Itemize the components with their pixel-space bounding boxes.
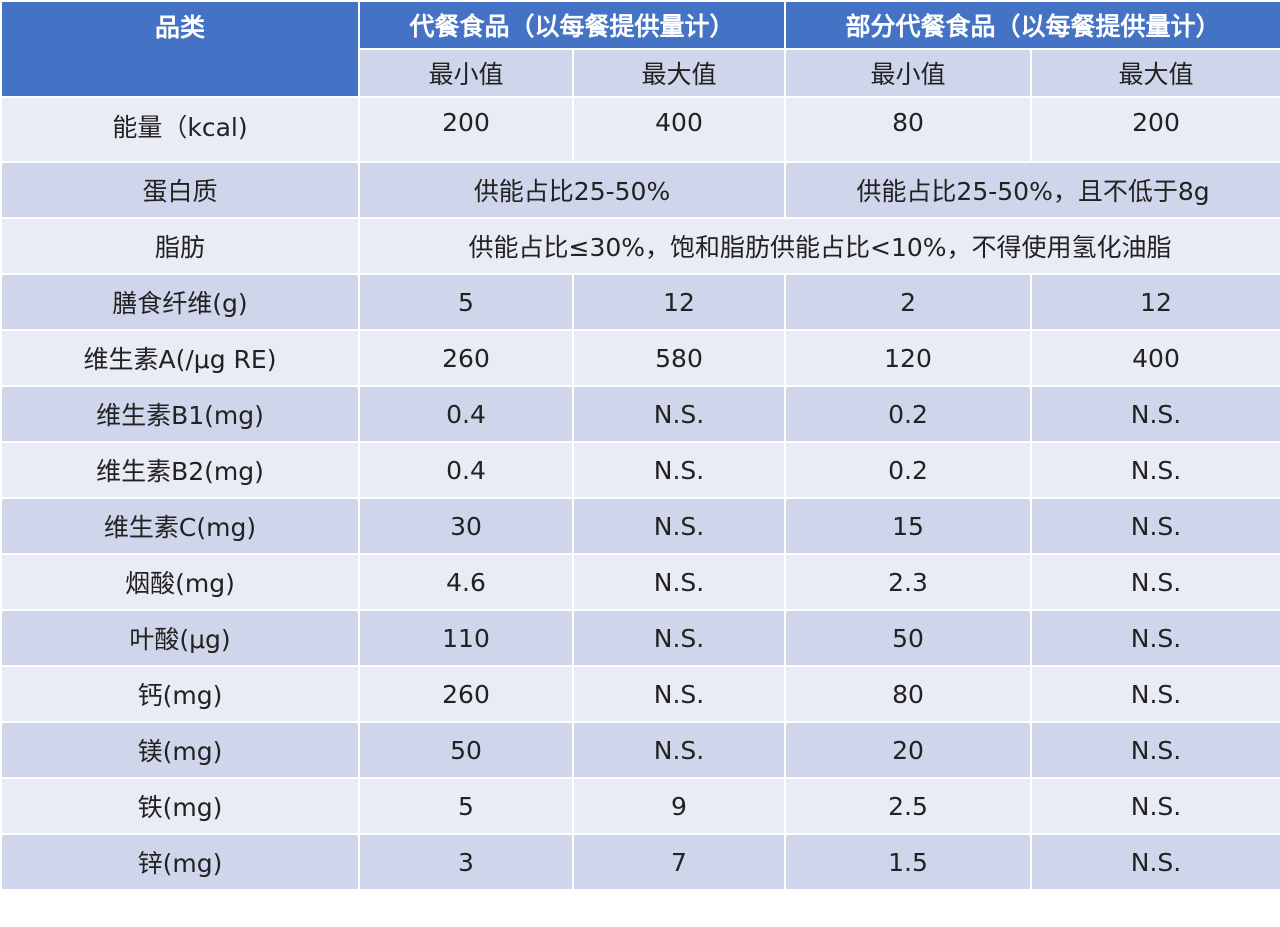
- value-cell: 0.4: [358, 385, 574, 443]
- value-cell: 12: [1030, 273, 1280, 331]
- row-label: 镁(mg): [0, 721, 360, 779]
- row-label: 锌(mg): [0, 833, 360, 891]
- value-cell: 7: [571, 833, 787, 891]
- value-cell: 15: [784, 497, 1033, 555]
- value-cell: 9: [571, 777, 787, 835]
- value-cell: 400: [571, 96, 787, 163]
- value-cell: N.S.: [1030, 497, 1280, 555]
- header-cell: 部分代餐食品（以每餐提供量计）: [784, 0, 1280, 50]
- value-cell: 1.5: [784, 833, 1033, 891]
- row-label: 烟酸(mg): [0, 553, 360, 611]
- value-cell: 12: [571, 273, 787, 331]
- value-cell: 80: [784, 665, 1033, 723]
- row-label: 铁(mg): [0, 777, 360, 835]
- subheader-cell: 最小值: [358, 48, 574, 98]
- value-cell: N.S.: [571, 385, 787, 443]
- header-cell: 品类: [0, 0, 360, 98]
- value-cell: 供能占比25-50%，且不低于8g: [784, 161, 1280, 219]
- value-cell: 400: [1030, 329, 1280, 387]
- value-cell: N.S.: [571, 609, 787, 667]
- table-row: 膳食纤维(g) 5 12 2 12: [0, 273, 1280, 331]
- value-cell: N.S.: [571, 497, 787, 555]
- value-cell: N.S.: [1030, 441, 1280, 499]
- value-cell: N.S.: [1030, 385, 1280, 443]
- value-cell: 5: [358, 273, 574, 331]
- table-body: 能量（kcal) 200 400 80 200 蛋白质 供能占比25-50% 供能占比25-5…: [0, 96, 1280, 891]
- value-cell: 110: [358, 609, 574, 667]
- value-cell: 50: [358, 721, 574, 779]
- value-cell: 50: [784, 609, 1033, 667]
- header-cell: 代餐食品（以每餐提供量计）: [357, 0, 787, 50]
- table-row: 维生素C(mg) 30 N.S. 15 N.S.: [0, 497, 1280, 555]
- value-cell: 80: [784, 96, 1033, 163]
- value-cell: 2.5: [784, 777, 1033, 835]
- value-cell: 200: [1030, 96, 1280, 163]
- value-cell: 120: [784, 329, 1033, 387]
- row-label: 维生素A(/μg RE): [0, 329, 360, 387]
- table-row: 能量（kcal) 200 400 80 200: [0, 96, 1280, 163]
- table-row: 烟酸(mg) 4.6 N.S. 2.3 N.S.: [0, 553, 1280, 611]
- table-row: 蛋白质 供能占比25-50% 供能占比25-50%，且不低于8g: [0, 161, 1280, 219]
- value-cell: N.S.: [1030, 721, 1280, 779]
- value-cell: 20: [784, 721, 1033, 779]
- subheader-cell: 最小值: [784, 48, 1033, 98]
- row-label: 维生素C(mg): [0, 497, 360, 555]
- row-label: 脂肪: [0, 217, 360, 275]
- value-cell: 260: [358, 329, 574, 387]
- nutrition-table: 品类 代餐食品（以每餐提供量计） 部分代餐食品（以每餐提供量计） 最小值 最大值…: [0, 0, 1280, 891]
- subheader-row: 最小值 最大值 最小值 最大值: [1, 48, 1280, 98]
- table-row: 镁(mg) 50 N.S. 20 N.S.: [0, 721, 1280, 779]
- value-cell: 260: [358, 665, 574, 723]
- value-cell: N.S.: [1030, 777, 1280, 835]
- value-cell: N.S.: [571, 665, 787, 723]
- value-cell: 30: [358, 497, 574, 555]
- table-row: 铁(mg) 5 9 2.5 N.S.: [0, 777, 1280, 835]
- table-row: 维生素B1(mg) 0.4 N.S. 0.2 N.S.: [0, 385, 1280, 443]
- value-cell: N.S.: [571, 553, 787, 611]
- value-cell: 供能占比25-50%: [357, 161, 787, 219]
- row-label: 能量（kcal): [0, 96, 360, 163]
- value-cell: 0.2: [784, 385, 1033, 443]
- table-row: 脂肪 供能占比≤30%，饱和脂肪供能占比<10%，不得使用氢化油脂: [0, 217, 1280, 275]
- value-cell: 3: [358, 833, 574, 891]
- table-row: 钙(mg) 260 N.S. 80 N.S.: [0, 665, 1280, 723]
- value-cell: N.S.: [571, 721, 787, 779]
- value-cell: 2: [784, 273, 1033, 331]
- value-cell: 4.6: [358, 553, 574, 611]
- table-row: 叶酸(μg) 110 N.S. 50 N.S.: [0, 609, 1280, 667]
- value-cell: N.S.: [1030, 553, 1280, 611]
- value-cell: N.S.: [1030, 609, 1280, 667]
- row-label: 钙(mg): [0, 665, 360, 723]
- table-row: 锌(mg) 3 7 1.5 N.S.: [0, 833, 1280, 891]
- value-cell: 200: [358, 96, 574, 163]
- row-label: 维生素B1(mg): [0, 385, 360, 443]
- row-label: 维生素B2(mg): [0, 441, 360, 499]
- value-cell: 2.3: [784, 553, 1033, 611]
- value-cell: N.S.: [571, 441, 787, 499]
- value-cell: 0.4: [358, 441, 574, 499]
- value-cell: 5: [358, 777, 574, 835]
- value-cell: 0.2: [784, 441, 1033, 499]
- subheader-cell: 最大值: [1030, 48, 1280, 98]
- value-cell: 供能占比≤30%，饱和脂肪供能占比<10%，不得使用氢化油脂: [357, 217, 1280, 275]
- value-cell: N.S.: [1030, 665, 1280, 723]
- row-label: 膳食纤维(g): [0, 273, 360, 331]
- table-row: 维生素B2(mg) 0.4 N.S. 0.2 N.S.: [0, 441, 1280, 499]
- value-cell: N.S.: [1030, 833, 1280, 891]
- row-label: 叶酸(μg): [0, 609, 360, 667]
- row-label: 蛋白质: [0, 161, 360, 219]
- table-row: 维生素A(/μg RE) 260 580 120 400: [0, 329, 1280, 387]
- subheader-cell: 最大值: [571, 48, 787, 98]
- header-row: 品类 代餐食品（以每餐提供量计） 部分代餐食品（以每餐提供量计）: [0, 0, 1280, 98]
- value-cell: 580: [571, 329, 787, 387]
